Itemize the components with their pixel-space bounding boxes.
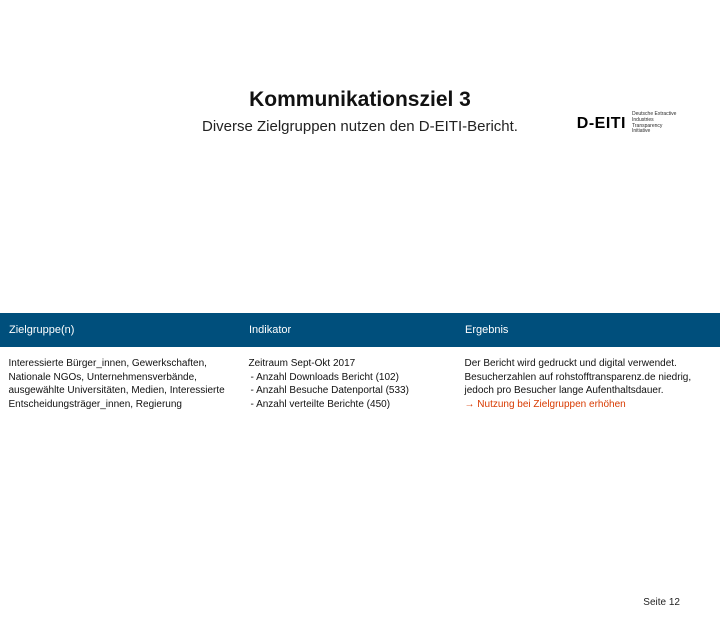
page-number: Seite 12 [643, 597, 680, 608]
logo: D-EITI Deutsche Extractive Industries Tr… [577, 112, 682, 135]
cell-ergebnis: Der Bericht wird gedruckt und digital ve… [457, 347, 720, 426]
ergebnis-body: Der Bericht wird gedruckt und digital ve… [465, 358, 692, 396]
goal-table: Zielgruppe(n) Indikator Ergebnis Interes… [0, 313, 720, 425]
indikator-item: Anzahl Downloads Bericht (102) [249, 371, 449, 385]
cell-zielgruppe: Interessierte Bürger_innen, Gewerkschaft… [1, 347, 241, 426]
indikator-item: Anzahl Besuche Datenportal (533) [249, 384, 449, 398]
arrow-icon: → [465, 399, 475, 410]
col-header-indikator: Indikator [241, 314, 457, 347]
col-header-ergebnis: Ergebnis [457, 314, 720, 347]
indikator-title: Zeitraum Sept-Okt 2017 [249, 357, 449, 371]
col-header-zielgruppe: Zielgruppe(n) [1, 314, 241, 347]
ergebnis-action: → Nutzung bei Zielgruppen erhöhen [465, 399, 626, 410]
indikator-item: Anzahl verteilte Berichte (450) [249, 398, 449, 412]
table-header-row: Zielgruppe(n) Indikator Ergebnis [1, 314, 720, 347]
logo-brand: D-EITI [577, 115, 626, 133]
table-row: Interessierte Bürger_innen, Gewerkschaft… [1, 347, 720, 426]
ergebnis-action-text: Nutzung bei Zielgruppen erhöhen [477, 399, 625, 410]
cell-indikator: Zeitraum Sept-Okt 2017 Anzahl Downloads … [241, 347, 457, 426]
logo-tagline: Deutsche Extractive Industries Transpare… [632, 112, 682, 135]
page-title: Kommunikationsziel 3 [0, 88, 720, 112]
